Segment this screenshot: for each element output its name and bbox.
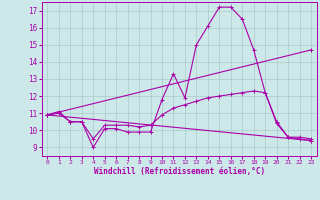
X-axis label: Windchill (Refroidissement éolien,°C): Windchill (Refroidissement éolien,°C) — [94, 167, 265, 176]
